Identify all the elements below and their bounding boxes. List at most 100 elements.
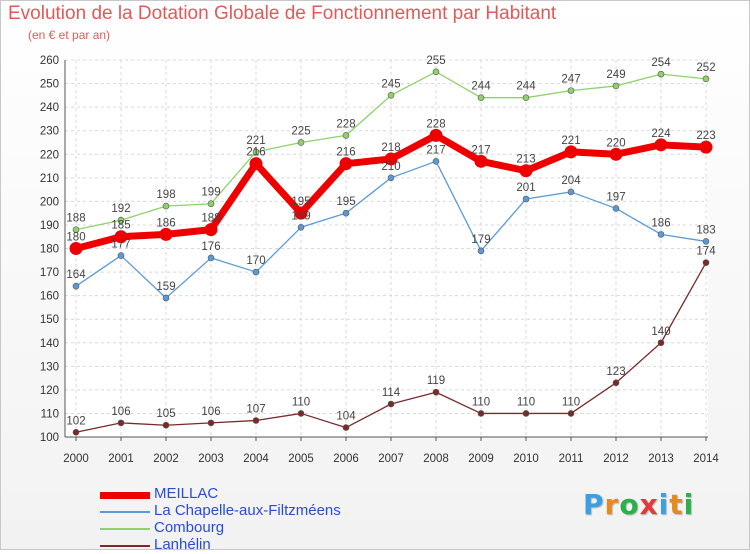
data-label: 110 xyxy=(517,396,535,408)
data-point xyxy=(387,92,395,99)
data-label: 244 xyxy=(516,81,536,93)
data-point xyxy=(207,254,215,262)
data-label: 186 xyxy=(651,217,670,229)
data-label: 245 xyxy=(381,78,400,90)
data-point xyxy=(702,75,710,83)
data-label: 247 xyxy=(561,74,580,86)
data-label: 183 xyxy=(696,224,715,236)
x-tick-label: 2007 xyxy=(378,453,404,465)
data-label: 104 xyxy=(336,411,356,423)
legend-label: La Chapelle-aux-Filtzméens xyxy=(154,502,341,519)
data-label: 106 xyxy=(111,406,130,418)
data-point xyxy=(702,259,710,266)
data-point xyxy=(477,94,485,101)
data-label: 249 xyxy=(606,69,625,81)
data-point xyxy=(387,400,395,408)
x-tick-label: 2003 xyxy=(198,453,224,465)
x-tick-label: 2012 xyxy=(603,453,629,465)
data-point xyxy=(522,94,530,101)
y-tick-label: 250 xyxy=(40,79,59,91)
y-tick-label: 110 xyxy=(41,408,59,420)
data-point xyxy=(384,152,398,166)
data-point xyxy=(567,188,575,196)
y-tick-label: 170 xyxy=(40,267,59,279)
data-point xyxy=(207,200,215,208)
data-point xyxy=(69,242,83,255)
data-point xyxy=(432,388,440,396)
data-point xyxy=(162,421,170,429)
data-label: 185 xyxy=(111,220,130,232)
data-point xyxy=(297,223,305,231)
data-label: 218 xyxy=(381,142,400,154)
data-label: 228 xyxy=(426,118,445,130)
data-label: 195 xyxy=(336,196,355,208)
data-label: 110 xyxy=(562,396,580,408)
data-point xyxy=(657,70,665,78)
data-label: 174 xyxy=(696,246,716,258)
data-label: 114 xyxy=(382,387,401,399)
y-tick-label: 120 xyxy=(40,385,59,397)
data-label: 216 xyxy=(336,147,355,159)
y-tick-label: 240 xyxy=(40,102,59,114)
data-label: 225 xyxy=(291,125,310,137)
data-point xyxy=(252,417,260,424)
data-point xyxy=(252,268,260,276)
data-point xyxy=(612,379,620,387)
data-point xyxy=(612,82,620,90)
data-point xyxy=(339,157,353,171)
data-label: 106 xyxy=(201,406,220,418)
data-label: 170 xyxy=(246,255,265,267)
x-tick-label: 2004 xyxy=(243,453,269,465)
data-label: 119 xyxy=(427,375,445,387)
x-tick-label: 2009 xyxy=(468,453,494,465)
logo-letter: i xyxy=(658,488,670,521)
y-tick-label: 100 xyxy=(40,432,59,444)
data-label: 110 xyxy=(292,396,310,408)
x-tick-label: 2000 xyxy=(63,453,89,465)
x-tick-label: 2013 xyxy=(648,453,674,465)
data-label: 216 xyxy=(246,147,265,159)
data-point xyxy=(117,419,125,427)
data-point xyxy=(429,128,443,142)
data-point xyxy=(657,231,665,238)
data-point xyxy=(114,230,128,244)
data-point xyxy=(609,147,623,161)
data-point xyxy=(204,223,218,237)
data-point xyxy=(474,154,488,168)
logo-letter: x xyxy=(639,488,659,521)
data-label: 252 xyxy=(696,62,715,74)
y-tick-label: 160 xyxy=(40,291,59,303)
x-tick-label: 2008 xyxy=(423,453,449,465)
legend-label: Combourg xyxy=(154,519,225,536)
data-label: 244 xyxy=(471,81,491,93)
data-point xyxy=(162,294,170,302)
proxiti-logo: Proxiti xyxy=(583,488,694,521)
data-point xyxy=(342,209,350,217)
data-label: 221 xyxy=(561,135,580,147)
data-label: 210 xyxy=(381,161,400,173)
y-tick-label: 200 xyxy=(40,196,59,208)
y-tick-label: 230 xyxy=(40,126,59,138)
legend-swatch xyxy=(100,528,150,530)
logo-letter: P xyxy=(583,488,605,521)
y-tick-label: 190 xyxy=(40,220,59,232)
data-label: 195 xyxy=(291,196,310,208)
data-point xyxy=(342,132,350,139)
data-label: 201 xyxy=(516,182,535,194)
y-tick-label: 150 xyxy=(40,314,59,326)
data-label: 217 xyxy=(471,144,490,156)
legend-swatch xyxy=(100,545,150,547)
y-tick-label: 210 xyxy=(40,173,59,185)
data-point xyxy=(477,410,485,417)
data-label: 110 xyxy=(472,396,490,408)
legend-swatch xyxy=(100,511,150,513)
logo-letter: i xyxy=(683,488,695,521)
data-label: 180 xyxy=(66,232,85,244)
data-label: 199 xyxy=(201,187,220,199)
data-point xyxy=(654,138,668,152)
data-point xyxy=(567,87,575,94)
data-label: 255 xyxy=(426,55,445,67)
data-point xyxy=(252,148,260,156)
data-point xyxy=(432,68,440,76)
